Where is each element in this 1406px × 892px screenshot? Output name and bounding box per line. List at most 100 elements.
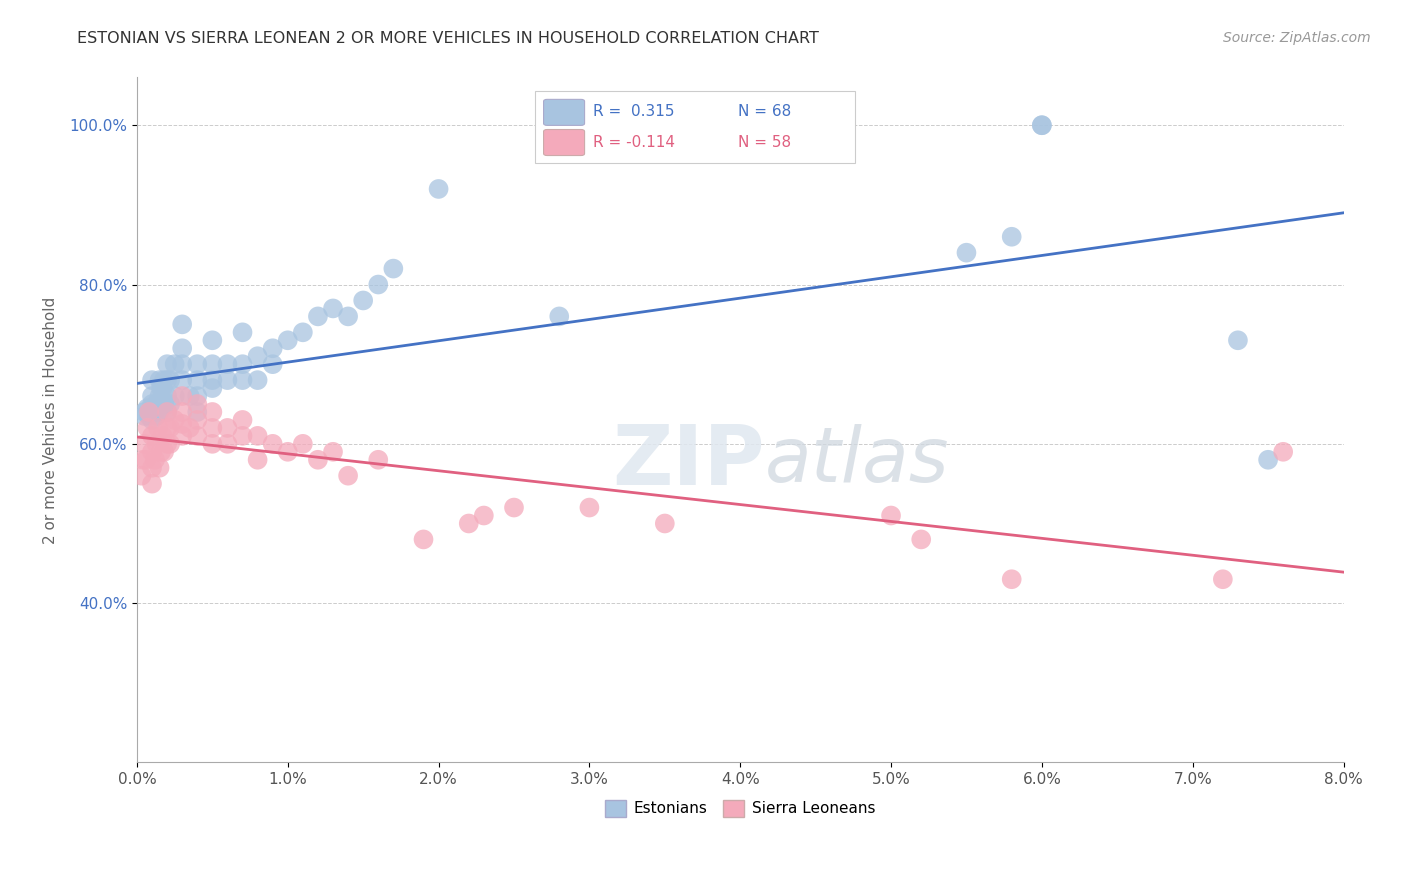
Point	[201, 333, 224, 347]
Text: atlas: atlas	[765, 424, 949, 498]
Point	[134, 409, 156, 423]
Point	[172, 373, 194, 387]
Point	[337, 310, 360, 324]
Point	[136, 401, 159, 415]
Point	[153, 444, 176, 458]
Point	[186, 357, 208, 371]
Point	[186, 429, 208, 443]
Legend: Estonians, Sierra Leoneans: Estonians, Sierra Leoneans	[599, 793, 882, 823]
Point	[262, 357, 284, 371]
Point	[138, 409, 160, 423]
Point	[1001, 572, 1024, 586]
Point	[322, 444, 344, 458]
Point	[262, 437, 284, 451]
Point	[141, 405, 163, 419]
Point	[141, 397, 163, 411]
Point	[412, 533, 434, 547]
Point	[132, 452, 155, 467]
FancyBboxPatch shape	[536, 91, 855, 163]
Point	[141, 444, 163, 458]
Point	[231, 357, 253, 371]
Point	[201, 381, 224, 395]
Point	[141, 373, 163, 387]
Point	[141, 413, 163, 427]
Point	[150, 444, 173, 458]
Point	[201, 437, 224, 451]
Point	[427, 182, 450, 196]
Point	[201, 357, 224, 371]
Point	[141, 460, 163, 475]
Point	[382, 261, 405, 276]
Point	[152, 429, 174, 443]
Point	[277, 444, 299, 458]
Point	[148, 405, 170, 419]
Point	[291, 437, 314, 451]
Point	[307, 310, 329, 324]
Point	[217, 437, 239, 451]
Point	[156, 405, 179, 419]
Point	[1031, 118, 1053, 132]
Text: N = 58: N = 58	[738, 135, 792, 150]
Point	[352, 293, 374, 308]
Point	[141, 476, 163, 491]
Text: ESTONIAN VS SIERRA LEONEAN 2 OR MORE VEHICLES IN HOUSEHOLD CORRELATION CHART: ESTONIAN VS SIERRA LEONEAN 2 OR MORE VEH…	[77, 31, 820, 46]
Point	[138, 405, 160, 419]
Point	[217, 421, 239, 435]
Point	[143, 405, 166, 419]
Point	[1272, 444, 1295, 458]
Point	[186, 405, 208, 419]
Point	[1212, 572, 1234, 586]
Point	[156, 389, 179, 403]
Point	[150, 397, 173, 411]
Text: R = -0.114: R = -0.114	[593, 135, 675, 150]
Point	[156, 357, 179, 371]
Point	[246, 349, 269, 363]
Point	[186, 397, 208, 411]
Point	[163, 413, 186, 427]
Point	[152, 397, 174, 411]
Point	[1257, 452, 1279, 467]
Point	[172, 405, 194, 419]
Point	[163, 389, 186, 403]
Point	[172, 357, 194, 371]
Point	[139, 405, 162, 419]
Point	[322, 301, 344, 316]
Point	[163, 357, 186, 371]
Point	[246, 429, 269, 443]
Point	[172, 389, 194, 403]
Point	[156, 421, 179, 435]
Point	[159, 397, 181, 411]
FancyBboxPatch shape	[544, 129, 585, 155]
Point	[179, 421, 201, 435]
Point	[186, 373, 208, 387]
Point	[217, 373, 239, 387]
Point	[367, 277, 389, 292]
Point	[1031, 118, 1053, 132]
Point	[152, 381, 174, 395]
Point	[1226, 333, 1249, 347]
Point	[172, 318, 194, 332]
Point	[201, 421, 224, 435]
Point	[172, 429, 194, 443]
Point	[134, 437, 156, 451]
Point	[150, 381, 173, 395]
Point	[503, 500, 526, 515]
Point	[134, 405, 156, 419]
Point	[217, 357, 239, 371]
Point	[231, 326, 253, 340]
Point	[277, 333, 299, 347]
Point	[145, 397, 167, 411]
Point	[880, 508, 903, 523]
Point	[159, 421, 181, 435]
Point	[131, 468, 153, 483]
Point	[156, 437, 179, 451]
Point	[156, 405, 179, 419]
Text: ZIP: ZIP	[612, 420, 765, 501]
Point	[910, 533, 932, 547]
Y-axis label: 2 or more Vehicles in Household: 2 or more Vehicles in Household	[44, 296, 58, 543]
Text: R =  0.315: R = 0.315	[593, 104, 675, 120]
Point	[159, 437, 181, 451]
Point	[159, 373, 181, 387]
Point	[1001, 229, 1024, 244]
Point	[367, 452, 389, 467]
